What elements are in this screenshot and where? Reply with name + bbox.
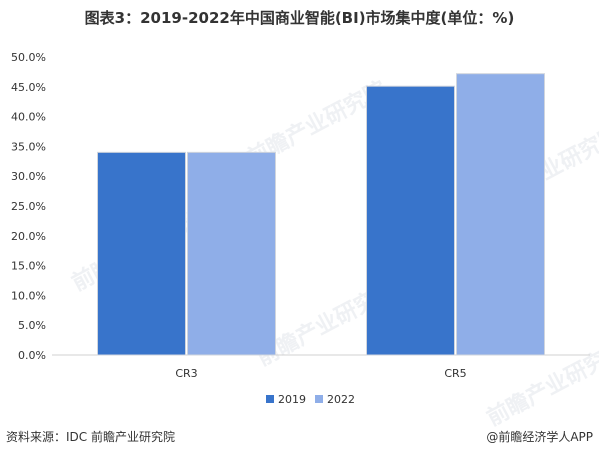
bar-2022-CR5	[456, 73, 545, 356]
y-tick-label: 45.0%	[11, 81, 46, 94]
y-tick-label: 30.0%	[11, 170, 46, 183]
legend-label: 2019	[278, 393, 306, 406]
x-tick-label: CR5	[444, 367, 466, 380]
chart-title: 图表3：2019-2022年中国商业智能(BI)市场集中度(单位：%)	[84, 9, 515, 27]
legend-swatch-2022	[315, 395, 323, 403]
legend-swatch-2019	[266, 395, 274, 403]
y-tick-label: 10.0%	[11, 289, 46, 302]
y-tick-label: 20.0%	[11, 230, 46, 243]
bar-2022-CR3	[187, 151, 276, 356]
y-tick-label: 5.0%	[18, 319, 46, 332]
y-tick-label: 35.0%	[11, 140, 46, 153]
y-tick-label: 0.0%	[18, 349, 46, 362]
y-tick-label: 40.0%	[11, 111, 46, 124]
y-tick-label: 15.0%	[11, 260, 46, 273]
y-tick-label: 25.0%	[11, 200, 46, 213]
bar-2019-CR3	[97, 151, 186, 356]
x-tick-label: CR3	[175, 367, 197, 380]
bar-2019-CR5	[366, 85, 455, 356]
source-note: 资料来源：IDC 前瞻产业研究院	[6, 430, 175, 444]
legend-label: 2022	[327, 393, 355, 406]
brand-credit: @前瞻经济学人APP	[486, 430, 593, 444]
y-tick-label: 50.0%	[11, 51, 46, 64]
